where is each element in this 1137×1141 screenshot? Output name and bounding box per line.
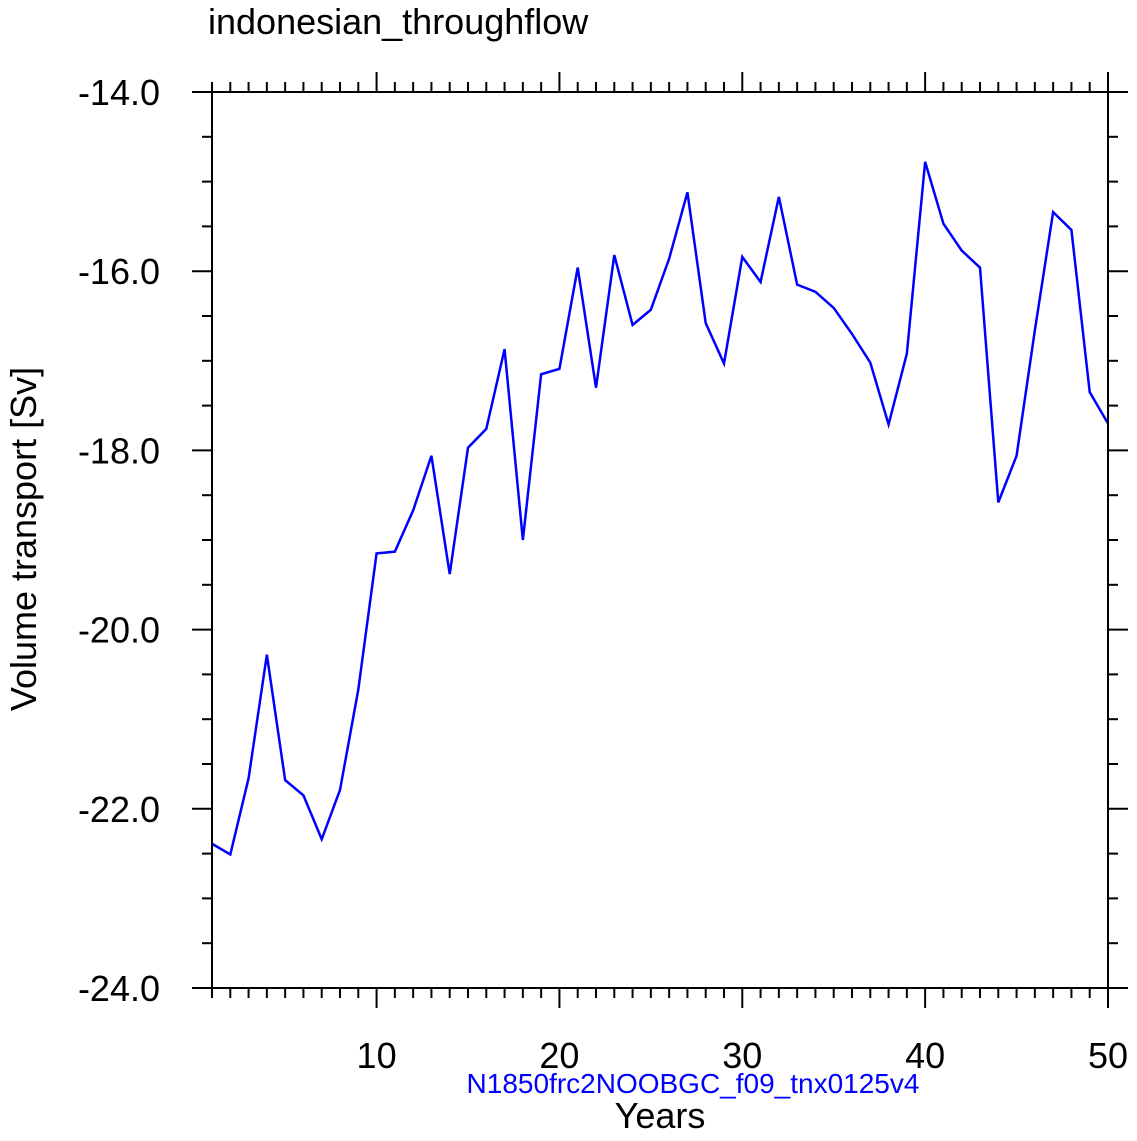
chart-title: indonesian_throughflow — [208, 1, 589, 42]
y-tick-label: -20.0 — [78, 610, 160, 651]
x-tick-label: 40 — [905, 1035, 945, 1076]
y-tick-label: -22.0 — [78, 789, 160, 830]
y-tick-label: -14.0 — [78, 72, 160, 113]
y-axis-label: Volume transport [Sv] — [3, 367, 44, 711]
y-tick-label: -16.0 — [78, 251, 160, 292]
series-line — [211, 161, 1110, 857]
y-tick-label: -18.0 — [78, 430, 160, 471]
axes: 10 20 30 40 50 -24.0 -22.0 -20.0 -18.0 -16.0 -14.0 — [78, 72, 1128, 1076]
x-tick-label: 50 — [1088, 1035, 1128, 1076]
x-tick-label: 30 — [722, 1035, 762, 1076]
series-layer — [211, 161, 1110, 857]
plot-frame — [211, 91, 1109, 989]
x-tick-label: 20 — [539, 1035, 579, 1076]
y-tick-label: -24.0 — [78, 968, 160, 1009]
x-tick-label: 10 — [357, 1035, 397, 1076]
x-axis-label: Years — [615, 1095, 706, 1136]
case-annotation: N1850frc2NOOBGC_f09_tnx0125v4 — [467, 1068, 920, 1099]
